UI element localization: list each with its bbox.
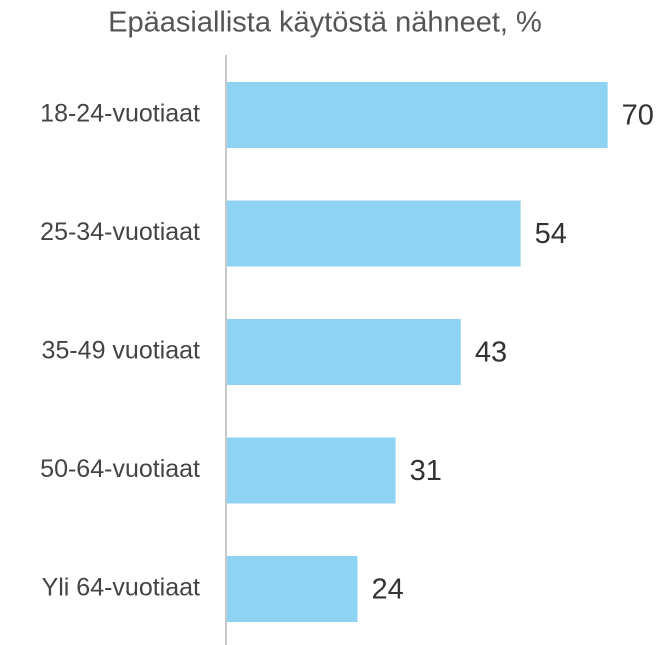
data-label: 70 [622,100,654,132]
y-tick-label: 50-64-vuotiaat [40,455,200,483]
data-label: 54 [535,218,567,250]
bar [227,200,521,267]
y-tick-label: 18-24-vuotiaat [40,100,200,128]
y-tick-label: Yli 64-vuotiaat [42,574,200,602]
bar [227,82,608,148]
data-label: 31 [410,455,442,487]
y-tick-label: 25-34-vuotiaat [40,218,200,246]
data-label: 24 [372,574,404,606]
bar [227,437,396,504]
data-label: 43 [475,337,507,369]
chart-title: Epäasiallista käytöstä nähneet, % [108,7,542,39]
bar [227,319,461,385]
bar [227,556,358,622]
y-tick-label: 35-49 vuotiaat [42,337,201,365]
